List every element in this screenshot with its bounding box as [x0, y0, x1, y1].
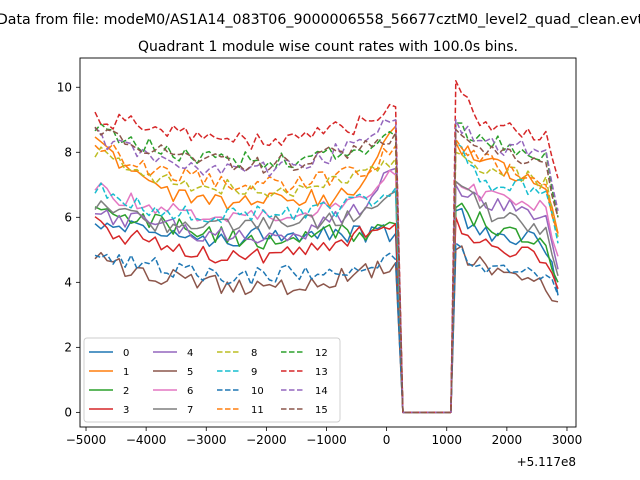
- x-tick-label: −5000: [66, 433, 107, 447]
- series-line-5: [94, 245, 559, 414]
- y-axis: 0 2 4 6 8 10: [57, 80, 80, 419]
- chart-title: Quadrant 1 module wise count rates with …: [138, 39, 518, 55]
- x-tick-label: 3000: [552, 433, 583, 447]
- series-line-15: [94, 126, 559, 414]
- legend-box: [83, 337, 341, 423]
- legend-label-11: 11: [251, 405, 264, 416]
- legend-label-10: 10: [251, 386, 264, 397]
- legend-label-4: 4: [187, 348, 193, 359]
- x-tick-label: −2000: [246, 433, 287, 447]
- legend-label-2: 2: [123, 386, 129, 397]
- series-line-3: [94, 216, 559, 414]
- series-line-7: [94, 180, 559, 414]
- legend-label-6: 6: [187, 386, 193, 397]
- legend-label-13: 13: [315, 367, 328, 378]
- legend-label-14: 14: [315, 386, 328, 397]
- legend-label-3: 3: [123, 405, 129, 416]
- series-line-9: [94, 141, 559, 414]
- legend-label-15: 15: [315, 405, 328, 416]
- series-line-14: [94, 118, 559, 414]
- x-offset-label: +5.117e8: [517, 455, 576, 469]
- y-tick-label: 8: [64, 145, 72, 159]
- series-line-10: [94, 242, 559, 414]
- legend-label-0: 0: [123, 348, 129, 359]
- series-line-11: [94, 138, 559, 414]
- x-tick-label: 2000: [492, 433, 523, 447]
- series-line-0: [94, 207, 559, 414]
- x-tick-label: −1000: [306, 433, 347, 447]
- x-axis: −5000 −4000 −3000 −2000 −1000 0 1000 2000 3000: [66, 427, 583, 447]
- x-tick-label: −4000: [126, 433, 167, 447]
- x-tick-label: 1000: [431, 433, 462, 447]
- legend-label-8: 8: [251, 348, 257, 359]
- y-tick-label: 4: [64, 275, 72, 289]
- legend-label-9: 9: [251, 367, 257, 378]
- y-tick-label: 0: [64, 405, 72, 419]
- series-line-1: [94, 125, 559, 414]
- figure-suptitle: Data from file: modeM0/AS1A14_083T06_900…: [0, 12, 640, 28]
- legend-label-7: 7: [187, 405, 193, 416]
- legend-label-1: 1: [123, 367, 129, 378]
- series-line-6: [94, 169, 559, 414]
- series-line-8: [94, 146, 559, 414]
- legend-label-5: 5: [187, 367, 193, 378]
- legend-label-12: 12: [315, 348, 328, 359]
- y-tick-label: 10: [57, 80, 72, 94]
- y-tick-label: 2: [64, 340, 72, 354]
- x-tick-label: −3000: [186, 433, 227, 447]
- plot-frame: [79, 57, 577, 428]
- series-layer: [94, 80, 559, 414]
- y-tick-label: 6: [64, 210, 72, 224]
- x-tick-label: 0: [383, 433, 391, 447]
